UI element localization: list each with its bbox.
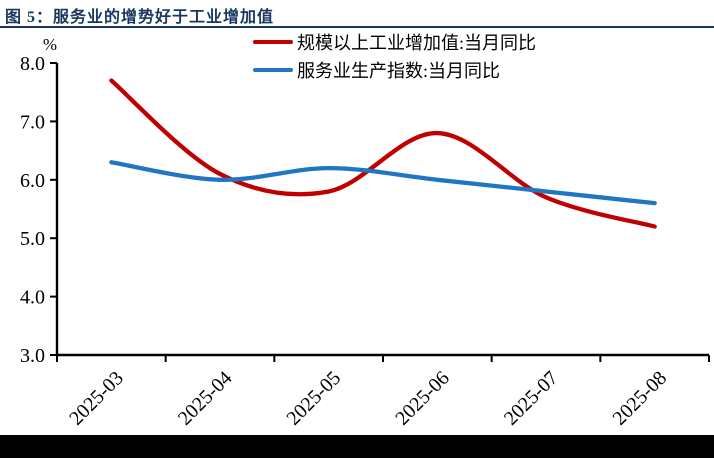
svg-text:2025-07: 2025-07: [500, 367, 563, 430]
footer-bar: [0, 435, 714, 458]
legend-line-red-icon: [253, 40, 293, 44]
svg-text:2025-06: 2025-06: [391, 367, 454, 430]
legend-label-services: 服务业生产指数:当月同比: [297, 61, 500, 81]
svg-text:6.0: 6.0: [20, 170, 45, 192]
svg-text:3.0: 3.0: [20, 345, 45, 367]
svg-text:2025-08: 2025-08: [609, 367, 672, 430]
svg-text:7.0: 7.0: [20, 111, 45, 133]
legend-line-blue-icon: [253, 68, 293, 72]
svg-text:2025-05: 2025-05: [283, 367, 346, 430]
title-divider: [0, 26, 714, 28]
legend-item-services: 服务业生产指数:当月同比: [253, 58, 536, 82]
svg-text:2025-04: 2025-04: [174, 367, 237, 430]
chart-title: 图 5：服务业的增势好于工业增加值: [5, 9, 275, 26]
svg-text:8.0: 8.0: [20, 53, 45, 75]
svg-text:4.0: 4.0: [20, 287, 45, 309]
legend-item-industrial: 规模以上工业增加值:当月同比: [253, 30, 536, 54]
svg-text:%: %: [43, 35, 57, 54]
legend-label-industrial: 规模以上工业增加值:当月同比: [297, 33, 536, 53]
svg-text:5.0: 5.0: [20, 228, 45, 250]
chart-legend: 规模以上工业增加值:当月同比 服务业生产指数:当月同比: [253, 30, 536, 82]
svg-text:2025-03: 2025-03: [65, 367, 128, 430]
